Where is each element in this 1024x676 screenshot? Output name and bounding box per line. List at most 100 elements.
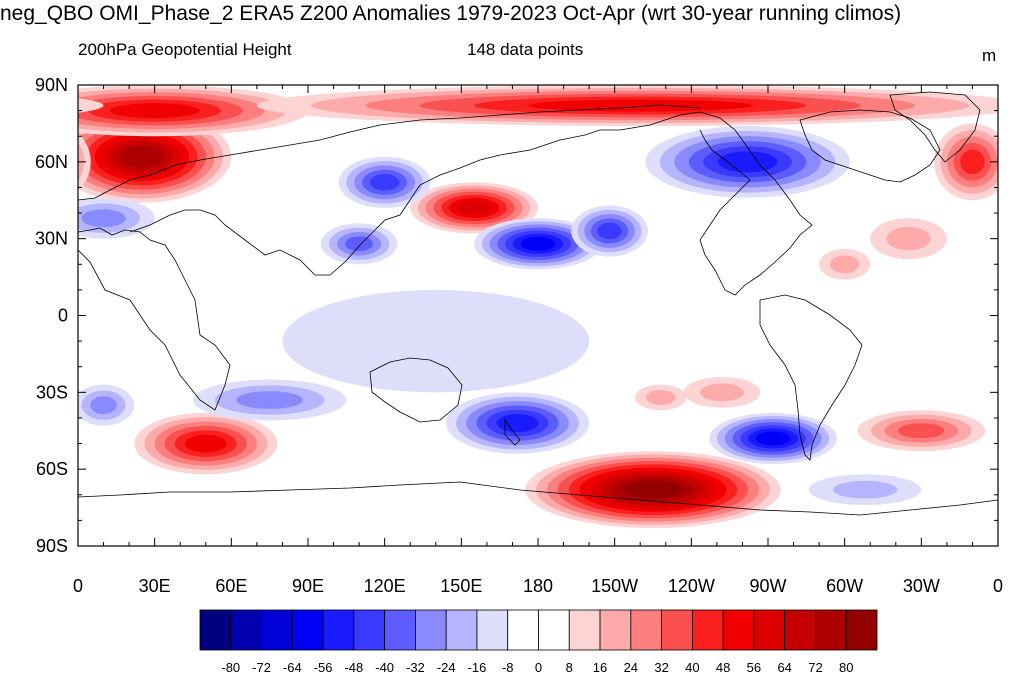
colorbar-swatch <box>568 609 601 651</box>
lon-label: 0 <box>73 576 83 596</box>
anomaly-contour-13-6 <box>184 434 227 453</box>
anomaly-contour-15-3 <box>90 396 117 415</box>
colorbar-swatch <box>261 609 293 651</box>
colorbar-label: 16 <box>593 660 607 675</box>
lon-label: 150E <box>440 576 482 596</box>
anomaly-contour-0-9 <box>120 145 164 168</box>
anomaly-contour-4-3 <box>81 209 126 228</box>
lat-label: 60S <box>36 459 68 479</box>
anomaly-contour-7-7 <box>520 236 556 251</box>
lon-label: 90W <box>749 576 786 596</box>
lat-label: 0 <box>58 306 68 326</box>
lat-label: 30N <box>35 229 68 249</box>
anomaly-contour-9-5 <box>597 222 622 240</box>
colorbar-swatch <box>630 609 662 651</box>
anomaly-contour-17-10 <box>622 480 684 499</box>
colorbar-swatch <box>784 609 816 651</box>
lon-label: 0 <box>993 576 1003 596</box>
colorbar-swatch <box>845 609 878 651</box>
anomaly-contour-18-7 <box>755 431 791 446</box>
lon-label: 90E <box>292 576 324 596</box>
colorbar-label: 80 <box>839 660 853 675</box>
colorbar-label: 56 <box>747 660 761 675</box>
colorbar-label: -8 <box>502 660 514 675</box>
colorbar-swatch <box>722 609 755 651</box>
colorbar-label: -48 <box>344 660 363 675</box>
colorbar-swatch <box>384 609 416 651</box>
data-count-label: 148 data points <box>467 40 584 59</box>
colorbar-swatch <box>291 609 324 651</box>
lat-label: 90N <box>35 75 68 95</box>
anomaly-contour-19-4 <box>898 423 945 439</box>
anomaly-contour-8-4 <box>345 236 374 252</box>
colorbar-swatch <box>815 609 847 651</box>
lon-label: 60E <box>215 576 247 596</box>
colorbar-swatch <box>599 609 632 651</box>
colorbar-swatch <box>322 609 355 651</box>
colorbar-swatch <box>661 609 693 651</box>
units-label: m <box>982 46 997 65</box>
anomaly-contour-2-6 <box>528 99 753 112</box>
anomaly-contour-10-6 <box>717 151 778 173</box>
colorbar-labels: -80 -72 -64 -56 -48 -40 -32 -24 -16 -8 0 8 16 24 32 40 4… <box>221 660 853 675</box>
colorbar-label: -64 <box>283 660 302 675</box>
colorbar-swatch <box>538 609 570 651</box>
variable-label: 200hPa Geopotential Height <box>78 40 292 59</box>
lon-label: 120W <box>668 576 715 596</box>
anomaly-contour-21-2 <box>645 390 676 405</box>
colorbar-label: -24 <box>437 660 456 675</box>
lon-label: 30W <box>903 576 940 596</box>
colorbar-label: 40 <box>685 660 699 675</box>
anomaly-contour-14-3 <box>236 391 303 409</box>
anomaly-contour-11-2 <box>829 255 860 274</box>
colorbar-label: -40 <box>375 660 394 675</box>
colorbar-swatch <box>691 609 724 651</box>
anomaly-contour-1-6 <box>109 103 200 119</box>
colorbar-label: 64 <box>777 660 791 675</box>
colorbar-label: -16 <box>468 660 487 675</box>
colorbar-label: 24 <box>624 660 638 675</box>
lon-label: 150W <box>591 576 638 596</box>
anomaly-field <box>78 85 998 529</box>
anomaly-contour-23-1 <box>282 289 590 393</box>
colorbar-label: -32 <box>406 660 425 675</box>
colorbar-swatch <box>445 609 478 651</box>
colorbar-label: 0 <box>535 660 542 675</box>
anomaly-contour-5-7 <box>456 200 492 215</box>
colorbar-swatch <box>230 609 262 651</box>
colorbar-label: 48 <box>716 660 730 675</box>
coastlines <box>78 91 998 516</box>
colorbar-swatch <box>353 609 386 651</box>
anomaly-contour-22-2 <box>832 480 898 499</box>
lat-label: 30S <box>36 382 68 402</box>
colorbar-label: -72 <box>252 660 271 675</box>
colorbar-label: -80 <box>221 660 240 675</box>
lon-label: 180 <box>523 576 553 596</box>
lon-label: 30E <box>139 576 171 596</box>
longitude-labels: 0 30E 60E 90E 120E 150E 180 150W 120W 90W 60W 30W 0 <box>73 576 1003 596</box>
anomaly-contour-6-5 <box>369 174 400 191</box>
axis-ticks <box>77 84 999 547</box>
colorbar-swatch <box>476 609 509 651</box>
anomaly-contour-20-2 <box>699 383 745 402</box>
colorbar-label: -56 <box>314 660 333 675</box>
colorbar-swatch <box>415 609 447 651</box>
colorbar <box>199 609 878 651</box>
colorbar-swatch <box>199 609 232 651</box>
latitude-labels: 90N 60N 30N 0 30S 60S 90S <box>35 75 68 556</box>
colorbar-label: 8 <box>566 660 573 675</box>
colorbar-swatch <box>507 609 539 651</box>
anomaly-contour-12-2 <box>886 226 931 251</box>
lon-label: 60W <box>826 576 863 596</box>
anomaly-contour-3-5 <box>960 149 985 175</box>
anomaly-contour-16-6 <box>496 414 539 433</box>
colorbar-label: 32 <box>654 660 668 675</box>
anomaly-contour-wrap-2-1 <box>78 98 104 113</box>
lat-label: 90S <box>36 536 68 556</box>
map-title: neg_QBO OMI_Phase_2 ERA5 Z200 Anomalies … <box>0 2 902 25</box>
lon-label: 120E <box>364 576 406 596</box>
colorbar-swatch <box>753 609 786 651</box>
lat-label: 60N <box>35 152 68 172</box>
colorbar-label: 72 <box>808 660 822 675</box>
